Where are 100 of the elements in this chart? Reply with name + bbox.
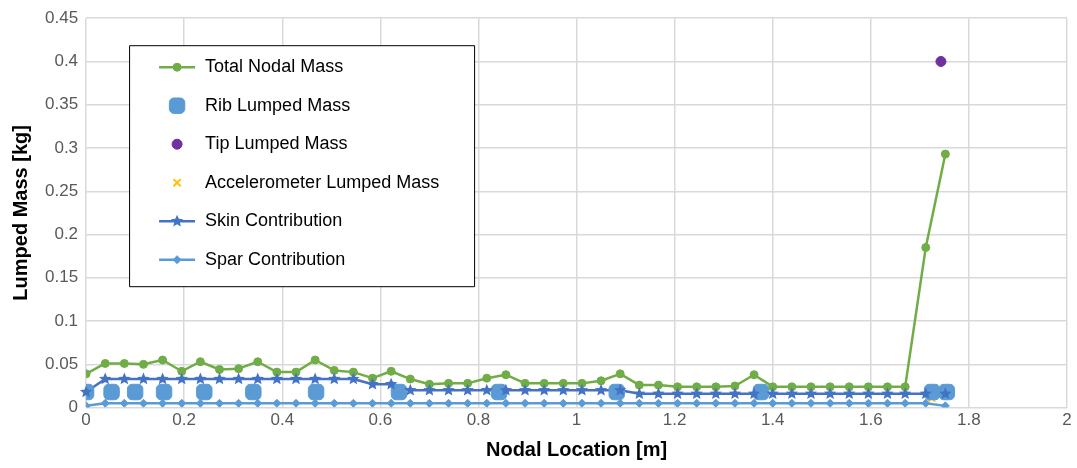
point bbox=[463, 378, 473, 388]
y-tick-label: 0.4 bbox=[54, 51, 79, 71]
x-tick-label: 0.6 bbox=[368, 410, 393, 430]
x-tick-label: 1 bbox=[571, 410, 582, 430]
point bbox=[499, 383, 513, 396]
y-tick-label: 0.1 bbox=[54, 310, 79, 330]
point bbox=[384, 377, 398, 390]
point bbox=[766, 387, 779, 400]
point bbox=[652, 387, 665, 400]
y-tick-label: 0.35 bbox=[44, 94, 79, 114]
point bbox=[558, 378, 568, 388]
point bbox=[175, 372, 188, 385]
point bbox=[156, 372, 169, 385]
point bbox=[747, 387, 761, 400]
x-axis-title: Nodal Location [m] bbox=[485, 437, 668, 460]
point bbox=[196, 383, 213, 401]
point bbox=[594, 383, 608, 396]
point bbox=[423, 383, 436, 396]
point bbox=[405, 374, 415, 384]
point bbox=[921, 398, 931, 408]
point bbox=[501, 370, 511, 380]
point bbox=[881, 387, 894, 400]
point bbox=[690, 387, 703, 400]
point bbox=[577, 398, 587, 408]
point bbox=[940, 149, 950, 159]
point bbox=[825, 398, 835, 408]
point bbox=[671, 387, 684, 400]
point bbox=[347, 372, 360, 385]
legend-label: Tip Lumped Mass bbox=[205, 133, 348, 154]
point bbox=[935, 55, 947, 67]
point bbox=[461, 383, 474, 396]
x-tick-label: 2 bbox=[1062, 410, 1072, 430]
point bbox=[138, 359, 148, 369]
point bbox=[158, 355, 168, 365]
point bbox=[79, 385, 93, 398]
point bbox=[900, 398, 910, 408]
point bbox=[291, 367, 301, 377]
point bbox=[251, 372, 264, 385]
point bbox=[898, 387, 912, 400]
point bbox=[577, 378, 587, 388]
point bbox=[213, 372, 226, 385]
y-tick-label: 0 bbox=[68, 397, 79, 417]
legend-label: Accelerometer Lumped Mass bbox=[205, 171, 440, 192]
y-tick-label: 0.05 bbox=[44, 354, 79, 374]
point bbox=[730, 381, 740, 391]
point bbox=[806, 398, 816, 408]
point bbox=[253, 357, 263, 367]
point bbox=[787, 398, 797, 408]
point bbox=[804, 387, 818, 400]
point bbox=[709, 387, 723, 400]
point bbox=[272, 398, 282, 408]
point bbox=[596, 376, 606, 386]
point bbox=[194, 372, 207, 385]
point bbox=[711, 398, 721, 408]
x-tick-label: 1.2 bbox=[662, 410, 687, 430]
point bbox=[653, 380, 663, 390]
point bbox=[862, 387, 875, 400]
point bbox=[214, 365, 224, 375]
y-tick-label: 0.15 bbox=[44, 267, 79, 287]
point bbox=[245, 383, 262, 401]
point bbox=[348, 367, 358, 377]
point bbox=[100, 398, 110, 408]
point bbox=[270, 372, 284, 385]
point bbox=[119, 358, 129, 368]
point bbox=[615, 398, 625, 408]
point bbox=[307, 383, 325, 401]
point bbox=[308, 372, 322, 385]
point bbox=[728, 387, 742, 400]
point bbox=[442, 383, 455, 396]
point bbox=[103, 383, 120, 401]
point bbox=[823, 387, 837, 400]
point bbox=[785, 387, 799, 400]
point bbox=[386, 398, 396, 408]
point bbox=[195, 357, 205, 367]
point bbox=[730, 398, 740, 408]
point bbox=[310, 398, 320, 408]
point bbox=[386, 366, 396, 376]
point bbox=[634, 380, 644, 390]
point bbox=[633, 387, 646, 400]
point bbox=[310, 355, 320, 365]
x-tick-label: 0.8 bbox=[466, 410, 491, 430]
point bbox=[921, 243, 931, 253]
point bbox=[99, 372, 112, 385]
x-tick-label: 1.6 bbox=[859, 410, 883, 430]
point bbox=[100, 358, 110, 368]
point bbox=[232, 372, 245, 385]
y-tick-label: 0.3 bbox=[54, 137, 79, 157]
point bbox=[126, 383, 144, 401]
point bbox=[155, 383, 173, 401]
point bbox=[537, 383, 551, 396]
point bbox=[329, 365, 339, 375]
y-tick-label: 0.45 bbox=[44, 7, 79, 27]
x-tick-label: 0.4 bbox=[270, 410, 295, 430]
point bbox=[480, 383, 493, 396]
y-axis-title: Lumped Mass [kg] bbox=[8, 125, 31, 301]
legend-label: Spar Contribution bbox=[205, 248, 346, 269]
point bbox=[749, 370, 759, 380]
point bbox=[596, 398, 606, 408]
point bbox=[291, 398, 301, 408]
x-tick-label: 0.2 bbox=[172, 410, 196, 430]
